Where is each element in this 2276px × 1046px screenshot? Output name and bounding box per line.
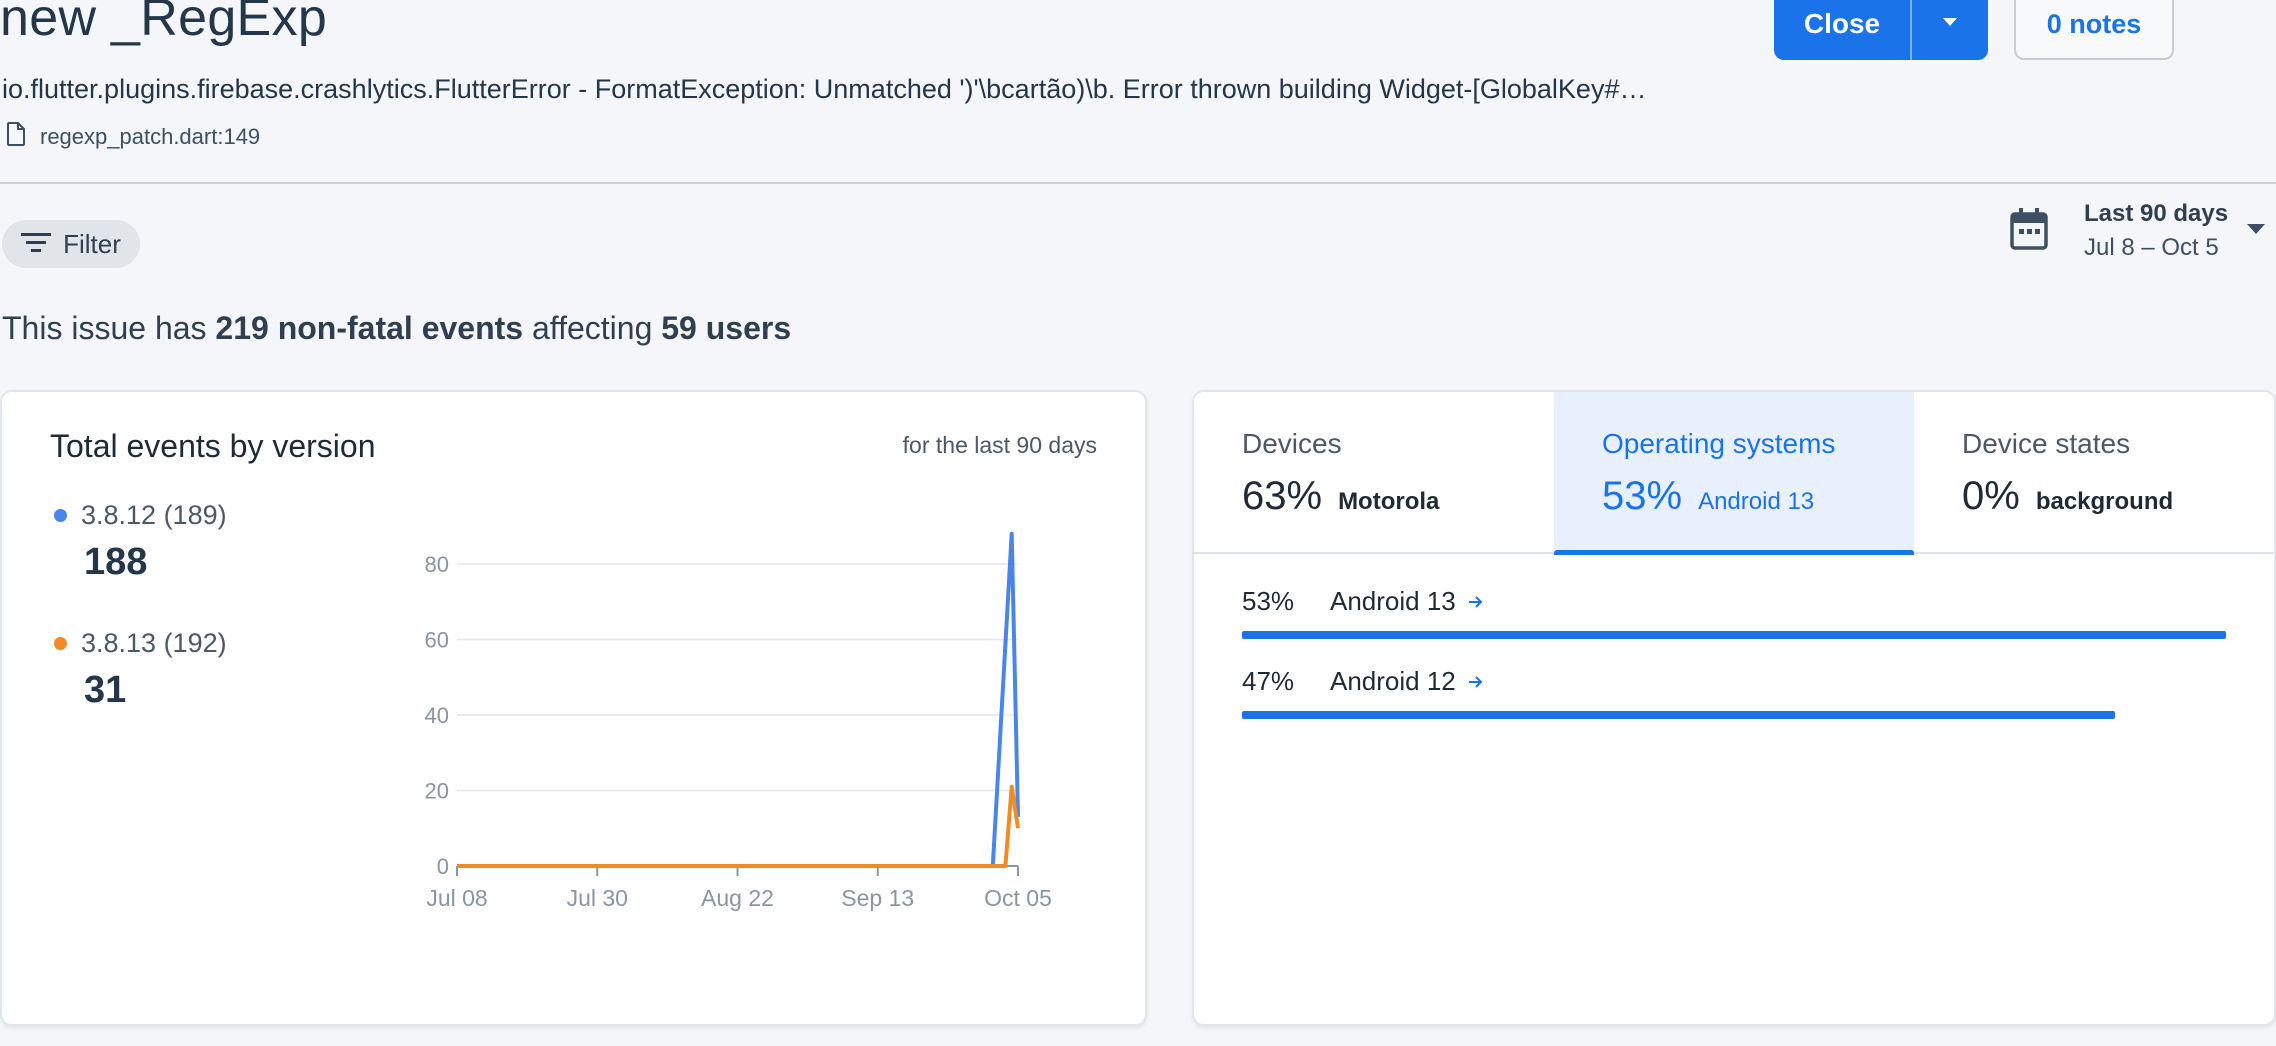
arrow-right-icon [1468,595,1484,609]
date-range-dates: Jul 8 – Oct 5 [2084,234,2219,261]
legend-value: 188 [84,541,148,583]
legend-dot [54,637,67,650]
notes-button[interactable]: 0 notes [2014,0,2174,60]
legend-dot [54,509,67,522]
row-bar [1242,631,2226,639]
chart-subtitle: for the last 90 days [902,432,1097,458]
list-item[interactable]: 53% Android 13 [1242,586,2226,639]
x-tick-label: Sep 13 [841,885,914,911]
y-tick-label: 80 [425,552,449,577]
file-name: regexp_patch.dart:149 [40,124,261,149]
events-line-chart: 0 20 40 60 80 Jul 08 Jul 30 Aug 22 Sep 13 Oct 05 [425,531,1052,911]
y-tick-label: 60 [425,628,449,653]
caret-down-icon [2246,222,2266,240]
row-bar [1242,711,2115,719]
series-line-3-8-12 [457,531,1020,868]
y-tick-label: 0 [437,854,449,879]
close-button-group: Close [1774,0,1988,60]
user-count: 59 users [661,310,792,346]
x-tick-label: Jul 08 [426,885,487,911]
chevron-down-icon [1940,15,1960,33]
arrow-right-icon [1468,675,1484,689]
row-label: Android 12 [1330,666,1456,696]
close-button[interactable]: Close [1803,8,1881,39]
y-tick-label: 20 [425,779,449,804]
y-tick-label: 40 [425,703,449,728]
distribution-card: Devices 63% Motorola Operating systems 53… [1192,390,2276,1026]
row-label: Android 13 [1330,586,1456,616]
calendar-icon [2010,207,2048,255]
list-item[interactable]: 47% Android 12 [1242,666,2226,719]
issue-summary: This issue has 219 non-fatal events affe… [2,310,792,346]
legend-value: 31 [84,669,127,711]
header-divider [0,182,2276,184]
file-reference[interactable]: regexp_patch.dart:149 [6,122,260,152]
filter-label: Filter [63,228,121,259]
file-icon [6,122,26,152]
date-range-picker[interactable]: Last 90 days Jul 8 – Oct 5 [2010,200,2266,262]
x-tick-label: Jul 30 [567,885,628,911]
close-options-button[interactable] [1912,0,1988,60]
legend-item-3-8-13[interactable]: 3.8.13 (192) 31 [54,628,227,712]
chart-title: Total events by version [50,428,376,464]
event-count: 219 non-fatal events [215,310,524,346]
row-percent: 53% [1242,586,1295,616]
page-title: new _RegExp [0,0,328,47]
x-tick-label: Oct 05 [984,885,1052,911]
date-range-label: Last 90 days [2084,200,2229,227]
events-by-version-card: Total events by version for the last 90 … [0,390,1147,1026]
tab-devices[interactable]: Devices 63% Motorola [1242,428,1440,518]
filter-icon [21,229,52,260]
distribution-tabs: Devices 63% Motorola Operating systems 53… [1194,392,2274,555]
tab-operating-systems[interactable]: Operating systems 53% Android 13 [1554,392,1914,555]
tab-device-states[interactable]: Device states 0% background [1962,428,2174,518]
error-message: io.flutter.plugins.firebase.crashlytics.… [2,74,1647,104]
legend-item-3-8-12[interactable]: 3.8.12 (189) 188 [54,500,227,584]
filter-button[interactable]: Filter [2,220,140,268]
x-tick-label: Aug 22 [701,885,774,911]
series-line-3-8-13 [457,784,1020,868]
row-percent: 47% [1242,666,1295,696]
